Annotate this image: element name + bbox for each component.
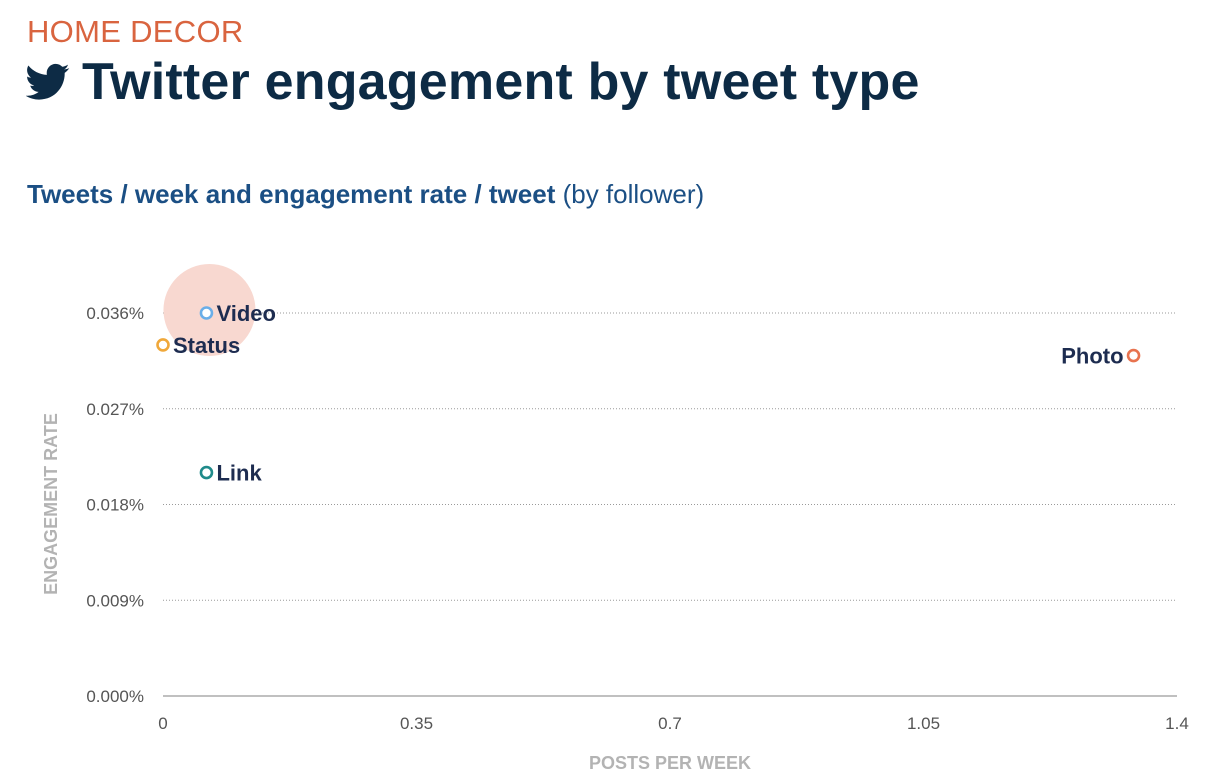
chart-subtitle: Tweets / week and engagement rate / twee… — [27, 179, 704, 210]
data-point-photo[interactable] — [1126, 348, 1141, 363]
data-point-status[interactable] — [156, 338, 170, 352]
y-axis-label: ENGAGEMENT RATE — [41, 413, 61, 595]
x-tick-label: 1.05 — [907, 714, 940, 733]
subtitle-bold: Tweets / week and engagement rate / twee… — [27, 179, 556, 209]
title-row: Twitter engagement by tweet type — [26, 52, 920, 112]
grid-layer: 0.000% 0.009% 0.018% 0.027% 0.036% 0 0.35 0.7 1.… — [86, 304, 1188, 733]
category-label: HOME DECOR — [27, 14, 244, 49]
data-point-video[interactable] — [199, 306, 214, 320]
y-tick-label: 0.027% — [86, 400, 144, 419]
twitter-bird-icon — [26, 63, 70, 100]
subtitle-rest: (by follower) — [555, 179, 705, 209]
point-label-video: Video — [216, 301, 276, 326]
y-tick-label: 0.000% — [86, 687, 144, 706]
point-label-photo: Photo — [1061, 344, 1123, 369]
y-tick-label: 0.018% — [86, 496, 144, 515]
x-tick-label: 1.4 — [1165, 714, 1189, 733]
x-tick-label: 0 — [158, 714, 167, 733]
point-label-status: Status — [173, 333, 240, 358]
x-tick-label: 0.35 — [400, 714, 433, 733]
x-tick-label: 0.7 — [658, 714, 682, 733]
point-label-link: Link — [216, 461, 262, 486]
y-tick-label: 0.036% — [86, 304, 144, 323]
chart-title: Twitter engagement by tweet type — [82, 53, 920, 111]
x-axis-label: POSTS PER WEEK — [589, 753, 751, 773]
points-layer: Video Status Photo Link — [156, 301, 1141, 486]
y-tick-label: 0.009% — [86, 591, 144, 610]
data-point-link[interactable] — [199, 465, 214, 480]
